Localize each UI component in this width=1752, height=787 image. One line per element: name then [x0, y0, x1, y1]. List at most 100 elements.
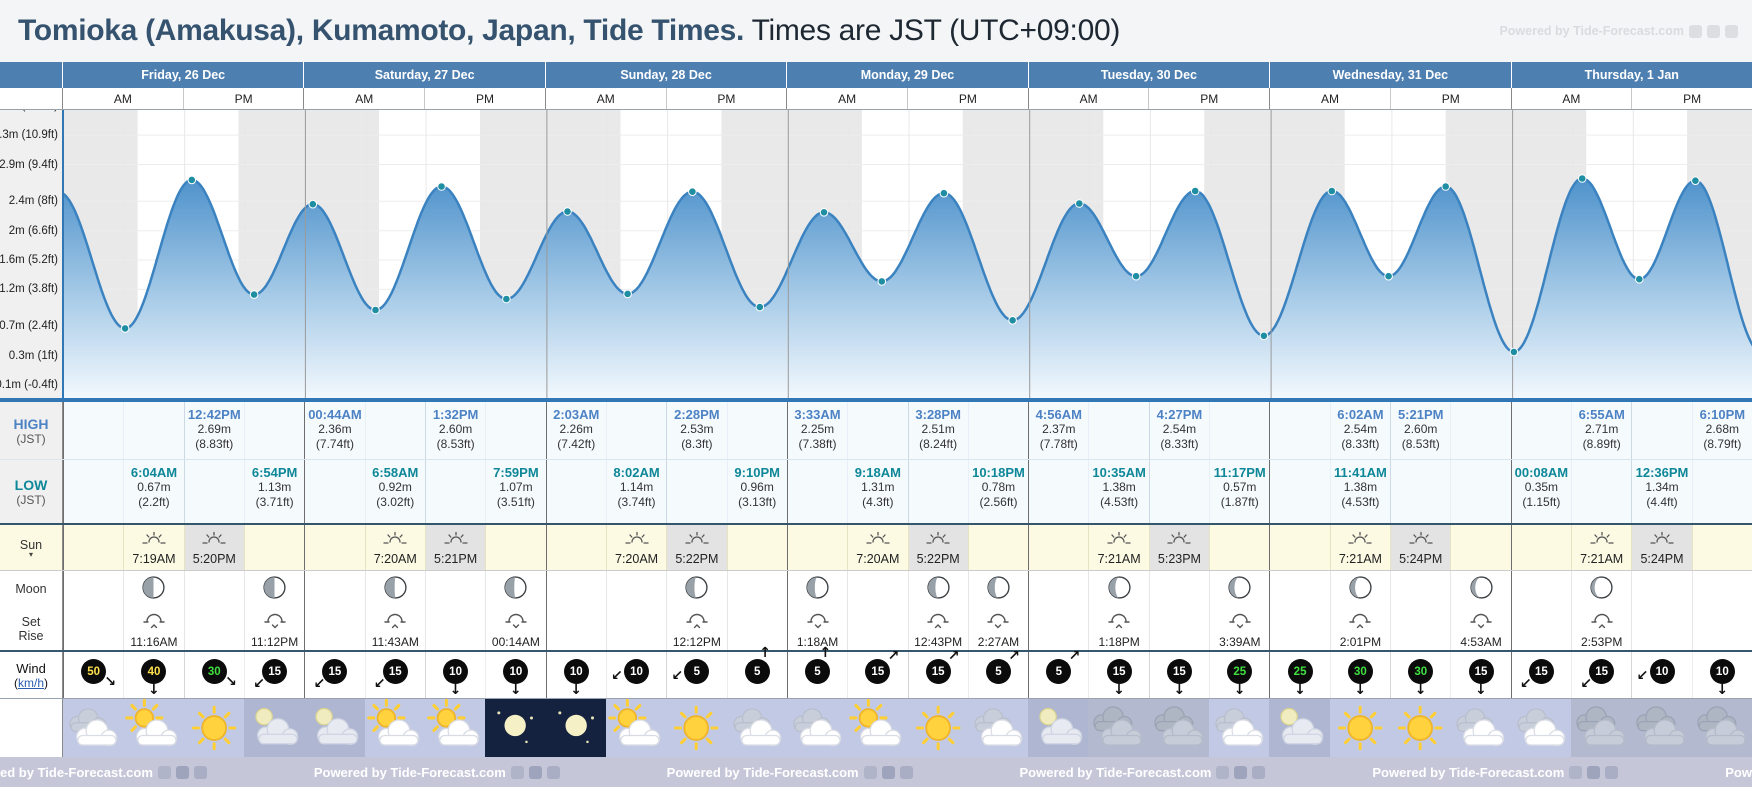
moon-phase-cell: [1631, 571, 1691, 607]
moon-setrise-cell: 2:53PM: [1571, 607, 1631, 650]
moon-phase-icon: [926, 575, 951, 605]
high-tide-height-ft: (7.78ft): [1039, 437, 1078, 451]
high-tide-time: 3:33AM: [794, 407, 841, 422]
low-tide-time: 12:36PM: [1635, 465, 1689, 480]
low-tide-cell: 6:54PM 1.13m (3.71ft): [243, 460, 305, 523]
sunset-icon: [202, 531, 226, 551]
ampm-cell: PM: [907, 88, 1028, 109]
low-tide-cell: 6:04AM 0.67m (2.2ft): [123, 460, 184, 523]
moonset-time: 00:14AM: [491, 634, 540, 649]
low-tide-cell: [1450, 460, 1511, 523]
footer-powered-by-text[interactable]: Powered by Tide-Forecast.com: [313, 764, 506, 780]
moon-phase-icon: [1107, 575, 1132, 605]
high-tide-cell: [1631, 402, 1692, 459]
wind-badge: 10 ↓: [503, 659, 529, 697]
wind-unit: (km/h): [13, 675, 48, 690]
app-badge-icon[interactable]: [899, 765, 913, 779]
low-tide-height-ft: (2.2ft): [138, 495, 170, 509]
moonset-icon: [1470, 611, 1492, 634]
footer-powered-by-text[interactable]: Pow: [1725, 764, 1752, 780]
powered-by-link[interactable]: Powered by Tide-Forecast.com: [1499, 24, 1738, 38]
app-badge-icon[interactable]: [1216, 765, 1230, 779]
page-title-location: Tomioka (Amakusa), Kumamoto, Japan, Tide…: [18, 14, 745, 47]
wind-direction-arrow-icon: ↘: [104, 674, 117, 690]
app-badge-icon[interactable]: [1605, 765, 1619, 779]
footer-powered-by-text[interactable]: Powered by Tide-Forecast.com: [666, 764, 859, 780]
moon-phase-cell: [63, 571, 123, 607]
wind-badge: 5 ↙: [671, 659, 710, 684]
sun-cell: [1450, 525, 1510, 570]
footer-powered-by-link[interactable]: Powered by Tide-Forecast.com: [667, 765, 913, 780]
high-tide-height-ft: (7.42ft): [557, 437, 596, 451]
moon-phase-cell: [1329, 571, 1390, 607]
high-tide-cell: [1510, 402, 1572, 459]
app-badge-icon[interactable]: [863, 765, 877, 779]
moonrise-time: 1:18PM: [1098, 634, 1140, 649]
high-tide-cell: [1088, 402, 1149, 459]
low-tide-cell: 6:58AM 0.92m (3.02ft): [364, 460, 425, 523]
wind-direction-arrow-icon: ↓: [509, 682, 522, 698]
weather-cloudy-icon: [1450, 699, 1511, 757]
footer-powered-by-link[interactable]: Powered by Tide-Forecast.com: [314, 765, 560, 780]
app-badge-icon[interactable]: [175, 765, 189, 779]
app-badge-icon[interactable]: [193, 765, 207, 779]
footer-powered-by-link[interactable]: Powered by Tide-Forecast.com: [1372, 764, 1619, 780]
footer-powered-by-text[interactable]: Powered by Tide-Forecast.com: [1019, 764, 1212, 780]
ampm-cell: PM: [182, 88, 304, 109]
wind-cell: 15 ↙: [364, 652, 425, 698]
app-badge-icon[interactable]: [1725, 24, 1738, 38]
app-badge-icon[interactable]: [1689, 24, 1702, 38]
footer-powered-by-link[interactable]: ed by Tide-Forecast.com: [0, 765, 207, 780]
app-badge-icon[interactable]: [1587, 765, 1601, 779]
wind-cell: 15 ↓: [1148, 652, 1209, 698]
app-badge-icon[interactable]: [510, 765, 524, 779]
wind-speed-value: 5: [1046, 659, 1072, 684]
y-axis-label: 2.4m (8ft): [8, 195, 58, 208]
moon-phase-cell: [1390, 571, 1450, 607]
high-tide-cell: [364, 402, 425, 459]
app-badge-icon[interactable]: [1707, 24, 1720, 38]
footer-powered-by-text[interactable]: Powered by Tide-Forecast.com: [1372, 764, 1565, 780]
moon-phase-cell: [183, 571, 244, 607]
wind-cell: 15 ↙: [1571, 652, 1631, 698]
moon-label: Moon: [15, 582, 47, 596]
wind-badge: 40 ↓: [141, 659, 167, 697]
high-tide-cell: 4:56AM 2.37m (7.78ft): [1028, 402, 1089, 459]
wind-badge: 25 ↓: [1287, 659, 1313, 697]
kmh-unit-link[interactable]: km/h: [17, 675, 44, 690]
sunrise-time: 7:21AM: [1097, 552, 1141, 566]
sunrise-time: 7:19AM: [132, 552, 176, 566]
low-tide-cell: 10:35AM 1.38m (4.53ft): [1088, 460, 1149, 523]
app-badge-icon[interactable]: [881, 765, 895, 779]
footer-powered-by-text[interactable]: ed by Tide-Forecast.com: [0, 764, 153, 780]
low-label: LOW: [14, 476, 48, 493]
low-tide-height-m: 0.57m: [1223, 480, 1257, 494]
low-tide-cell: 10:18PM 0.78m (2.56ft): [967, 460, 1029, 523]
moonrise-time: 12:12PM: [672, 634, 721, 649]
high-tide-time: 12:42PM: [187, 407, 241, 422]
sun-cell: [1510, 525, 1571, 570]
app-badge-icon[interactable]: [1234, 765, 1248, 779]
wind-badge: 15 ↙: [313, 659, 348, 691]
page-header: Tomioka (Amakusa), Kumamoto, Japan, Tide…: [0, 0, 1752, 62]
high-tide-height-ft: (7.38ft): [798, 437, 837, 451]
sun-cell: [967, 525, 1028, 570]
app-badge-icon[interactable]: [157, 765, 171, 779]
low-tide-cell: 00:08AM 0.35m (1.15ft): [1510, 460, 1572, 523]
moon-phase-cell: [1510, 571, 1571, 607]
low-tide-time: 6:04AM: [130, 465, 178, 480]
app-badge-icon[interactable]: [546, 765, 560, 779]
footer-powered-by-link[interactable]: Powered by Tide-Forecast.com: [1020, 765, 1266, 780]
app-badge-icon[interactable]: [1252, 765, 1266, 779]
app-badge-icon[interactable]: [1569, 765, 1583, 779]
high-tide-time: 1:32PM: [432, 407, 479, 422]
weather-row: [0, 698, 1752, 757]
powered-by-text[interactable]: Powered by Tide-Forecast.com: [1499, 24, 1684, 38]
high-tide-height-m: 2.71m: [1585, 422, 1619, 436]
low-tide-row: LOW (JST) 6:04AM 0.67m (2.2ft) 6:54PM 1.13m(…: [0, 460, 1752, 523]
sunrise-icon: [624, 531, 649, 551]
high-tide-height-m: 2.54m: [1162, 422, 1197, 436]
app-badge-icon[interactable]: [528, 765, 542, 779]
footer-powered-by-link[interactable]: Pow: [1725, 765, 1752, 780]
caret-down-icon: ▾: [28, 549, 33, 559]
